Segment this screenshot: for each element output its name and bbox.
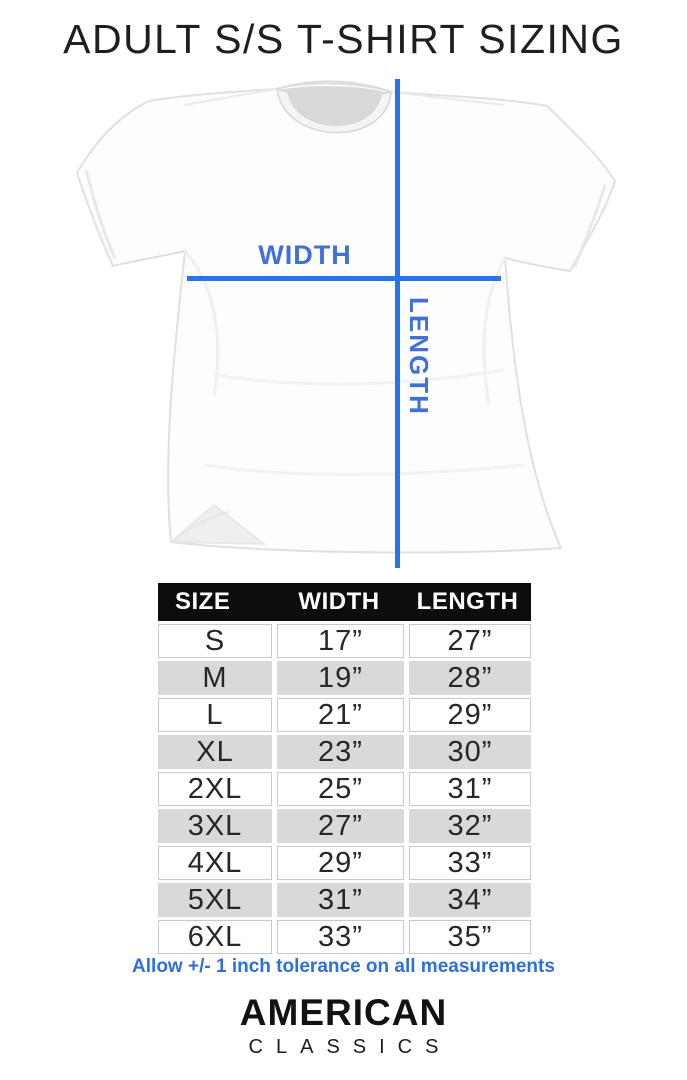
brand-name-classics: CLASSICS xyxy=(0,1036,687,1059)
cell-length: 27” xyxy=(409,624,531,658)
column-header-size: SIZE xyxy=(175,588,231,615)
tshirt-silhouette xyxy=(75,82,617,554)
cell-width: 25” xyxy=(277,772,404,806)
cell-width: 19” xyxy=(277,661,404,695)
width-measure-line xyxy=(187,276,501,281)
cell-size: M xyxy=(158,661,272,695)
wrinkle xyxy=(213,368,505,386)
size-table: SIZE WIDTH LENGTH S 17” 27” M 19” 28” L … xyxy=(158,583,531,954)
cell-size: 3XL xyxy=(158,809,272,843)
cell-length: 34” xyxy=(409,883,531,917)
table-row: XL 23” 30” xyxy=(158,735,531,769)
brand-name-classics-text: CLASSICS xyxy=(248,1035,452,1058)
cell-size: 4XL xyxy=(158,846,272,880)
table-row: 3XL 27” 32” xyxy=(158,809,531,843)
cell-size: L xyxy=(158,698,272,732)
right-cuff-seam xyxy=(573,184,607,268)
length-label: LENGTH xyxy=(404,297,434,416)
cell-length: 33” xyxy=(409,846,531,880)
table-row: 5XL 31” 34” xyxy=(158,883,531,917)
width-label: WIDTH xyxy=(258,240,352,270)
tolerance-note: Allow +/- 1 inch tolerance on all measur… xyxy=(132,956,555,977)
length-measure-line xyxy=(395,79,400,568)
cell-size: XL xyxy=(158,735,272,769)
collar-back-seam xyxy=(276,80,392,93)
hem-fold-line xyxy=(170,511,230,543)
cell-width: 17” xyxy=(277,624,404,658)
cell-length: 32” xyxy=(409,809,531,843)
table-row: L 21” 29” xyxy=(158,698,531,732)
cell-size: 5XL xyxy=(158,883,272,917)
cell-size: 2XL xyxy=(158,772,272,806)
tshirt-image xyxy=(64,75,622,571)
left-cuff-seam xyxy=(84,169,117,259)
table-row: 4XL 29” 33” xyxy=(158,846,531,880)
table-row: 6XL 33” 35” xyxy=(158,920,531,954)
right-shoulder-seam xyxy=(390,91,505,106)
left-shoulder-seam xyxy=(183,88,278,106)
brand-name-american: AMERICAN xyxy=(239,992,448,1033)
table-row: M 19” 28” xyxy=(158,661,531,695)
cell-width: 21” xyxy=(277,698,404,732)
page-title: ADULT S/S T-SHIRT SIZING xyxy=(63,16,624,62)
tshirt-graphic xyxy=(75,80,617,554)
column-header-width: WIDTH xyxy=(298,588,380,615)
hem-fold xyxy=(169,504,267,545)
cell-size: S xyxy=(158,624,272,658)
cell-length: 31” xyxy=(409,772,531,806)
cell-length: 30” xyxy=(409,735,531,769)
table-header-row: SIZE WIDTH LENGTH xyxy=(158,583,531,621)
wrinkle xyxy=(482,257,507,406)
table-row: 2XL 25” 31” xyxy=(158,772,531,806)
cell-width: 23” xyxy=(277,735,404,769)
cell-size: 6XL xyxy=(158,920,272,954)
cell-width: 29” xyxy=(277,846,404,880)
cell-width: 33” xyxy=(277,920,404,954)
table-row: S 17” 27” xyxy=(158,624,531,658)
cell-length: 35” xyxy=(409,920,531,954)
cell-length: 29” xyxy=(409,698,531,732)
wrinkle xyxy=(203,463,525,476)
cell-width: 27” xyxy=(277,809,404,843)
brand-logo: AMERICAN CLASSICS xyxy=(0,992,687,1059)
column-header-length: LENGTH xyxy=(416,588,519,615)
cell-length: 28” xyxy=(409,661,531,695)
cell-width: 31” xyxy=(277,883,404,917)
table-body: S 17” 27” M 19” 28” L 21” 29” XL 23” 30”… xyxy=(158,624,531,954)
